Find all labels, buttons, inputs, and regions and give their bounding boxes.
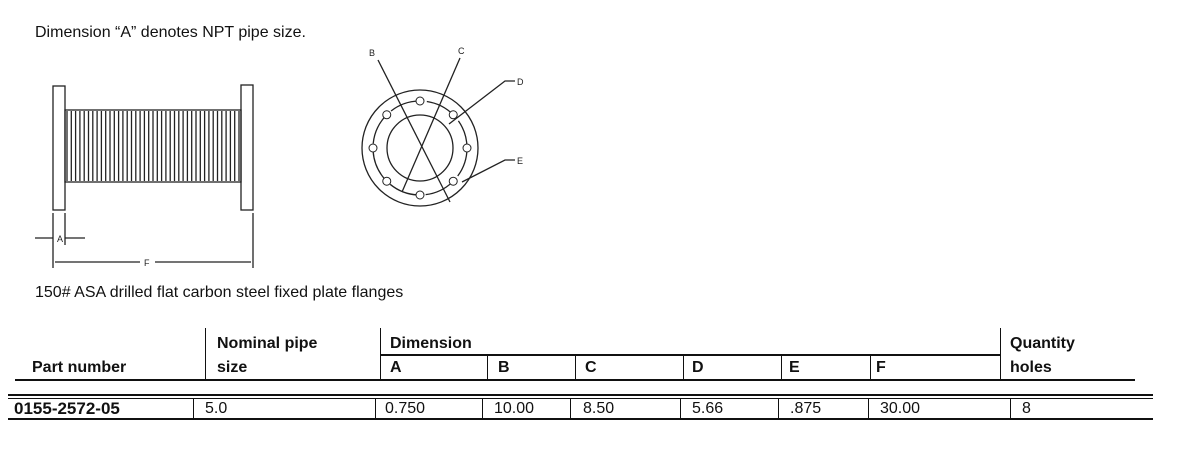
right-flange [240,84,254,211]
col-divider [870,354,871,380]
cell-part-number: 0155-2572-05 [14,399,120,418]
header-nominal: Nominal pipe [217,335,318,352]
col-divider [683,354,684,380]
cell-divider [482,399,483,419]
cell-divider [570,399,571,419]
col-divider [575,354,576,380]
row-top-rule [8,394,1153,396]
bolt-hole [382,110,392,120]
cell-holes: 8 [1022,400,1031,417]
bolt-hole [462,143,472,153]
bolt-hole [448,176,458,186]
header-dim-b: B [498,359,510,376]
cell-divider [868,399,869,419]
header-rule [15,379,1135,381]
cell-divider [778,399,779,419]
header-dim-c: C [585,359,597,376]
header-dim-a: A [390,359,402,376]
row-bottom-rule [8,418,1153,420]
cell-dim-d: 5.66 [692,400,724,417]
dimension-rule [380,354,1000,356]
cell-divider [193,399,194,419]
cell-divider [375,399,376,419]
header-dim-e: E [789,359,800,376]
header-part-number: Part number [32,359,127,376]
bolt-hole [368,143,378,153]
header-dim-f: F [876,359,886,376]
cell-divider [680,399,681,419]
cell-dim-c: 8.50 [583,400,615,417]
col-divider [487,354,488,380]
cell-dim-f: 30.00 [880,400,921,417]
label-e: E [517,156,523,166]
col-divider [781,354,782,380]
left-flange [52,85,66,211]
bolt-hole [382,176,392,186]
bolt-hole [448,110,458,120]
label-b: B [369,48,375,58]
col-divider [205,328,206,380]
header-dim-d: D [692,359,704,376]
cell-nominal: 5.0 [205,400,228,417]
header-dimension: Dimension [390,335,472,352]
caption: 150# ASA drilled flat carbon steel fixed… [35,284,404,301]
cell-dim-a: 0.750 [385,400,426,417]
header-quantity: Quantity [1010,335,1075,352]
col-divider [1000,328,1001,380]
header-nominal-size: size [217,359,248,376]
flange-drawing: A F B C D E [35,46,524,268]
bolt-hole [415,190,425,200]
bellows [64,109,242,183]
label-d: D [517,77,524,87]
header-holes: holes [1010,359,1052,376]
flange-outer-circle [361,89,479,207]
dimension-note: Dimension “A” denotes NPT pipe size. [35,24,306,41]
label-a: A [57,234,63,244]
cell-dim-b: 10.00 [494,400,535,417]
cell-dim-e: .875 [790,400,822,417]
label-f: F [144,258,150,268]
cell-divider [1010,399,1011,419]
label-c: C [458,46,465,56]
bolt-hole [415,96,425,106]
bore-circle [386,114,454,182]
row-top-rule [8,398,1153,399]
